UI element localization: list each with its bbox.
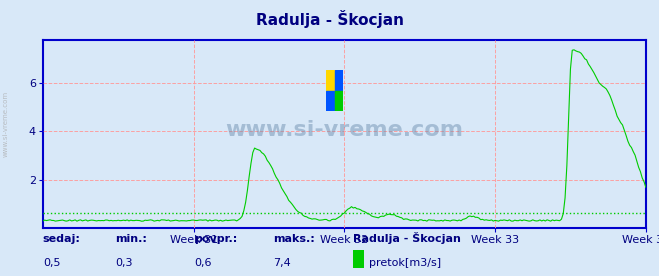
Text: 0,5: 0,5 xyxy=(43,258,61,268)
Text: www.si-vreme.com: www.si-vreme.com xyxy=(2,91,9,157)
Bar xyxy=(326,91,335,111)
Text: www.si-vreme.com: www.si-vreme.com xyxy=(225,120,463,140)
Bar xyxy=(326,70,335,91)
Text: sedaj:: sedaj: xyxy=(43,234,80,244)
Text: povpr.:: povpr.: xyxy=(194,234,238,244)
Bar xyxy=(335,91,343,111)
Text: 0,6: 0,6 xyxy=(194,258,212,268)
Text: Radulja - Škocjan: Radulja - Škocjan xyxy=(353,232,461,244)
Text: Radulja - Škocjan: Radulja - Škocjan xyxy=(256,10,403,28)
Text: pretok[m3/s]: pretok[m3/s] xyxy=(369,258,441,268)
Bar xyxy=(335,70,343,91)
Text: 0,3: 0,3 xyxy=(115,258,133,268)
Text: 7,4: 7,4 xyxy=(273,258,291,268)
Text: maks.:: maks.: xyxy=(273,234,315,244)
Text: min.:: min.: xyxy=(115,234,147,244)
